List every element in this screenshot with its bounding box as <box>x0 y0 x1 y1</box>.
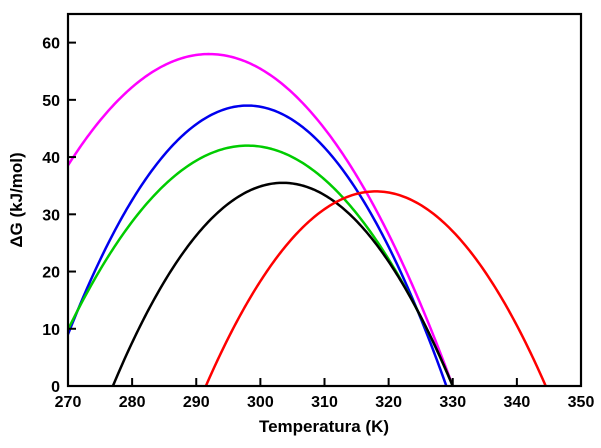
series-line-blue-curve <box>66 104 448 387</box>
series-line-red-curve <box>204 190 547 387</box>
x-axis-title: Temperatura (K) <box>259 417 389 436</box>
y-axis-title: ΔG (kJ/mol) <box>7 152 26 247</box>
y-tick-label: 30 <box>42 207 60 224</box>
y-tick-label: 10 <box>42 322 60 339</box>
plot-frame <box>66 12 583 388</box>
x-tick-label: 300 <box>247 394 274 411</box>
x-tick-label: 330 <box>439 394 466 411</box>
x-axis-ticks: 270 280 290 300 310 320 330 340 350 <box>55 378 595 411</box>
y-tick-label: 0 <box>51 379 60 396</box>
x-tick-label: 280 <box>119 394 146 411</box>
x-tick-label: 270 <box>55 394 82 411</box>
x-tick-label: 310 <box>311 394 338 411</box>
x-tick-label: 340 <box>504 394 531 411</box>
y-axis-ticks: 0 10 20 30 40 50 60 <box>42 36 76 396</box>
x-tick-label: 320 <box>375 394 402 411</box>
series-lines <box>66 52 547 387</box>
x-tick-label: 290 <box>183 394 210 411</box>
x-tick-label: 350 <box>568 394 595 411</box>
y-tick-label: 20 <box>42 265 60 282</box>
series-line-magenta-curve <box>66 52 454 387</box>
series-line-black-curve <box>111 181 454 387</box>
y-tick-label: 50 <box>42 93 60 110</box>
y-tick-label: 60 <box>42 36 60 53</box>
y-tick-label: 40 <box>42 150 60 167</box>
series-line-green-curve <box>66 144 454 387</box>
